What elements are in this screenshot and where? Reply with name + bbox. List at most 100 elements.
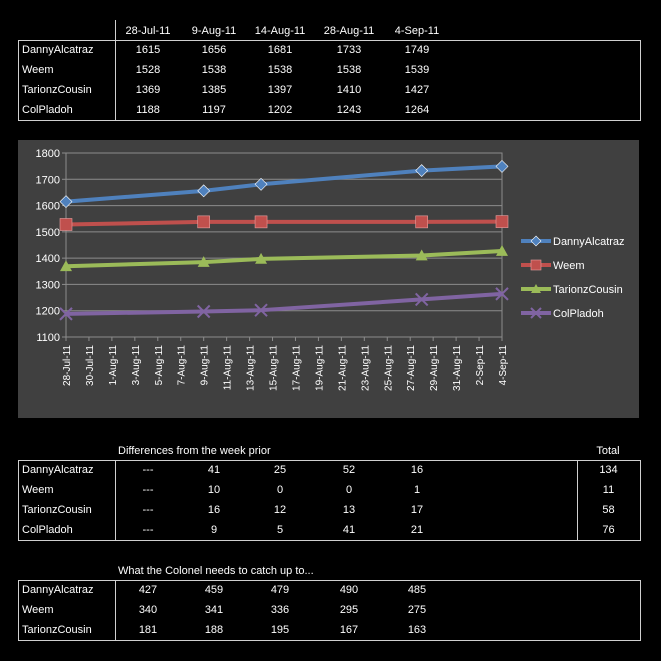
data-point-DannyAlcatraz [495, 159, 509, 173]
differences-cell: --- [142, 504, 154, 516]
y-tick-label: 1100 [36, 332, 60, 344]
y-tick-label: 1300 [36, 279, 60, 291]
differences-cell: 16 [207, 504, 221, 516]
data-point-TarionzCousin [255, 252, 268, 264]
differences-title: Differences from the week prior [118, 445, 271, 457]
differences-cell: 21 [410, 524, 424, 536]
differences-cell: 41 [342, 524, 356, 536]
y-tick-label: 1400 [36, 253, 60, 265]
data-point-DannyAlcatraz [254, 177, 268, 191]
differences-cell: 10 [207, 484, 221, 496]
catchup-cell: 341 [204, 604, 224, 616]
differences-cell: 52 [342, 464, 356, 476]
scores-header-1: 28-Jul-11 [125, 25, 171, 37]
scores-cell: 1656 [201, 44, 227, 56]
data-point-Weem [254, 215, 268, 229]
scores-row-name: DannyAlcatraz [22, 44, 94, 56]
x-tick-label: 29-Aug-11 [429, 345, 440, 391]
catchup-cell: 336 [270, 604, 290, 616]
differences-cell: --- [142, 524, 154, 536]
x-tick-label: 27-Aug-11 [406, 345, 417, 391]
x-tick-label: 25-Aug-11 [383, 345, 394, 391]
data-point-Weem [59, 218, 73, 231]
differences-total-divider [577, 460, 578, 541]
differences-cell: --- [142, 464, 154, 476]
scores-cell: 1385 [201, 84, 227, 96]
data-point-Weem [415, 215, 428, 229]
data-point-DannyAlcatraz [197, 184, 211, 198]
catchup-row-name: TarionzCousin [22, 624, 92, 636]
catchup-table [18, 580, 641, 641]
differences-column-divider [115, 460, 116, 541]
differences-total: 58 [602, 504, 615, 516]
catchup-cell: 490 [339, 584, 359, 596]
y-tick-label: 1600 [36, 201, 60, 213]
differences-cell: 17 [410, 504, 424, 516]
scores-header-5: 4-Sep-11 [394, 25, 440, 37]
catchup-cell: 195 [270, 624, 290, 636]
x-tick-label: 1-Aug-11 [108, 345, 119, 386]
x-tick-label: 4-Sep-11 [498, 345, 509, 386]
scores-header-divider [115, 20, 116, 40]
scores-cell: 1397 [267, 84, 293, 96]
legend-label: Weem [553, 260, 585, 272]
differences-cell: 9 [210, 524, 218, 536]
scores-header-2: 9-Aug-11 [191, 25, 237, 37]
data-point-DannyAlcatraz [415, 164, 429, 178]
differences-total-header: Total [596, 445, 620, 457]
differences-cell: 0 [345, 484, 353, 496]
differences-cell: 13 [342, 504, 356, 516]
x-tick-label: 21-Aug-11 [337, 345, 348, 391]
x-tick-label: 31-Aug-11 [452, 345, 463, 391]
x-tick-label: 11-Aug-11 [223, 345, 234, 391]
differences-cell: 25 [273, 464, 287, 476]
data-point-TarionzCousin [496, 245, 508, 256]
catchup-cell: 479 [270, 584, 290, 596]
x-tick-label: 15-Aug-11 [269, 345, 280, 391]
differences-cell: --- [142, 484, 154, 496]
differences-row-name: TarionzCousin [22, 504, 92, 516]
scores-cell: 1538 [201, 64, 227, 76]
data-point-ColPladoh [414, 292, 429, 307]
differences-total: 134 [599, 464, 618, 476]
catchup-cell: 340 [138, 604, 158, 616]
data-point-ColPladoh [254, 303, 268, 317]
data-point-TarionzCousin [415, 249, 428, 261]
legend-marker-TarionzCousin [531, 284, 541, 293]
differences-row-name: ColPladoh [22, 524, 73, 536]
data-point-TarionzCousin [60, 260, 72, 272]
catchup-cell: 167 [339, 624, 359, 636]
scores-cell: 1197 [202, 104, 226, 116]
scores-header-3: 14-Aug-11 [254, 25, 306, 37]
legend-label: TarionzCousin [553, 284, 623, 296]
scores-cell: 1410 [336, 84, 362, 96]
scores-cell: 1202 [267, 104, 293, 116]
scores-cell: 1243 [336, 104, 362, 116]
data-point-DannyAlcatraz [59, 195, 73, 209]
catchup-cell: 275 [407, 604, 427, 616]
differences-cell: 5 [276, 524, 284, 536]
x-tick-label: 2-Sep-11 [475, 345, 486, 386]
y-tick-label: 1500 [36, 227, 60, 239]
scores-cell: 1539 [404, 64, 430, 76]
differences-cell: 0 [276, 484, 284, 496]
scores-cell: 1538 [336, 64, 362, 76]
scores-cell: 1369 [135, 84, 161, 96]
differences-cell: 12 [273, 504, 287, 516]
x-tick-label: 3-Aug-11 [131, 345, 142, 386]
scores-cell: 1427 [404, 84, 430, 96]
differences-total: 76 [602, 524, 615, 536]
scores-cell: 1615 [135, 44, 161, 56]
scores-cell: 1188 [136, 104, 160, 116]
scores-cell: 1749 [404, 44, 430, 56]
scores-header-4: 28-Aug-11 [323, 25, 375, 37]
scores-table [18, 40, 641, 121]
differences-cell: 41 [207, 464, 221, 476]
differences-cell: 1 [413, 484, 421, 496]
scores-row-name: TarionzCousin [22, 84, 92, 96]
catchup-row-name: Weem [22, 604, 54, 616]
data-point-Weem [197, 215, 210, 229]
data-point-Weem [495, 215, 509, 228]
catchup-cell: 485 [407, 584, 427, 596]
legend-marker-ColPladoh [530, 307, 542, 319]
